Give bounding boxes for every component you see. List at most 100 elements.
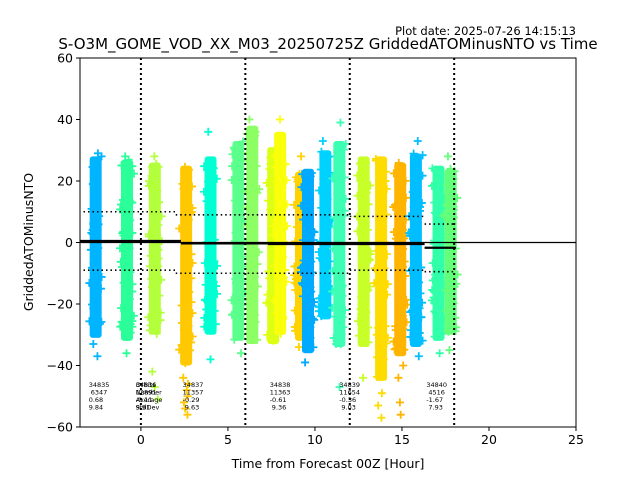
scatter-point <box>431 270 440 279</box>
scatter-point <box>242 129 251 138</box>
outlier-point <box>297 152 306 161</box>
scatter-point <box>397 279 406 288</box>
scatter-point <box>235 178 244 187</box>
scatter-point <box>314 307 323 316</box>
scatter-point <box>324 221 333 230</box>
scatter-point <box>146 251 155 260</box>
scatter-point <box>268 336 277 345</box>
x-tick-label: 5 <box>224 432 232 447</box>
scatter-point <box>399 262 408 271</box>
outlier-point <box>93 352 102 361</box>
outlier-point <box>414 352 423 361</box>
outlier-point <box>179 373 188 382</box>
scatter-point <box>353 191 362 200</box>
plot-date: Plot date: 2025-07-26 14:15:13 <box>395 24 576 38</box>
scatter-point <box>117 322 126 331</box>
scatter-point <box>429 293 438 302</box>
scatter-point <box>354 213 363 222</box>
scatter-point <box>448 302 457 311</box>
stat-line: 34836 <box>136 381 157 389</box>
scatter-point <box>317 203 326 212</box>
scatter-point <box>416 202 425 211</box>
scatter-point <box>377 347 386 356</box>
x-tick-label: 25 <box>568 432 584 447</box>
scatter-point <box>181 314 190 323</box>
scatter-point <box>338 313 347 322</box>
scatter-point <box>341 194 350 203</box>
scatter-point <box>397 198 406 207</box>
scatter-point <box>236 177 245 186</box>
scatter-point <box>376 272 385 281</box>
scatter-point <box>184 165 193 174</box>
scatter-point <box>185 288 194 297</box>
scatter-point <box>322 213 331 222</box>
x-tick-label: 20 <box>481 432 497 447</box>
scatter-point <box>357 246 366 255</box>
scatter-point <box>236 305 245 314</box>
scatter-point <box>266 153 275 162</box>
scatter-point <box>151 269 160 278</box>
scatter-point <box>290 200 299 209</box>
y-tick-label: −20 <box>47 297 73 312</box>
scatter-point <box>328 244 337 253</box>
scatter-point <box>275 269 284 278</box>
data-column <box>389 158 412 419</box>
outlier-point <box>377 413 386 422</box>
scatter-point <box>362 308 371 317</box>
scatter-point <box>292 173 301 182</box>
scatter-point <box>416 289 425 298</box>
scatter-point <box>364 323 373 332</box>
scatter-point <box>413 257 422 266</box>
outlier-point <box>150 152 159 161</box>
scatter-point <box>391 234 400 243</box>
data-column <box>328 118 350 392</box>
scatter-point <box>97 317 106 326</box>
scatter-point <box>128 228 137 237</box>
scatter-point <box>333 223 342 232</box>
scatter-point <box>182 303 191 312</box>
scatter-point <box>305 274 314 283</box>
scatter-point <box>390 345 399 354</box>
scatter-point <box>402 318 411 327</box>
scatter-point <box>150 317 159 326</box>
scatter-point <box>357 293 366 302</box>
scatter-point <box>383 290 392 299</box>
scatter-point <box>413 189 422 198</box>
scatter-point <box>326 257 335 266</box>
scatter-point <box>233 265 242 274</box>
scatter-point <box>281 265 290 274</box>
scatter-point <box>290 306 299 315</box>
scatter-point <box>400 257 409 266</box>
scatter-point <box>357 317 366 326</box>
scatter-point <box>364 338 373 347</box>
scatter-point <box>378 277 387 286</box>
scatter-point <box>91 276 100 285</box>
scatter-point <box>382 249 391 258</box>
scatter-point <box>249 252 258 261</box>
stat-block: 34836 12891 -0.11 9.91 <box>136 381 157 412</box>
data-column <box>144 152 166 404</box>
scatter-point <box>209 164 218 173</box>
scatter-point <box>265 274 274 283</box>
scatter-point <box>379 355 388 364</box>
outlier-point <box>245 115 254 124</box>
scatter-point <box>400 234 409 243</box>
scatter-point <box>381 322 390 331</box>
scatter-point <box>270 261 279 270</box>
scatter-point <box>443 200 452 209</box>
scatter-point <box>435 260 444 269</box>
scatter-point <box>299 215 308 224</box>
scatter-point <box>428 285 437 294</box>
scatter-point <box>409 328 418 337</box>
scatter-point <box>254 248 263 257</box>
scatter-point <box>359 231 368 240</box>
scatter-point <box>397 229 406 238</box>
scatter-point <box>232 207 241 216</box>
scatter-point <box>406 308 415 317</box>
scatter-point <box>88 280 97 289</box>
scatter-point <box>451 327 460 336</box>
scatter-point <box>378 187 387 196</box>
scatter-point <box>117 263 126 272</box>
scatter-point <box>144 230 153 239</box>
scatter-point <box>375 223 384 232</box>
